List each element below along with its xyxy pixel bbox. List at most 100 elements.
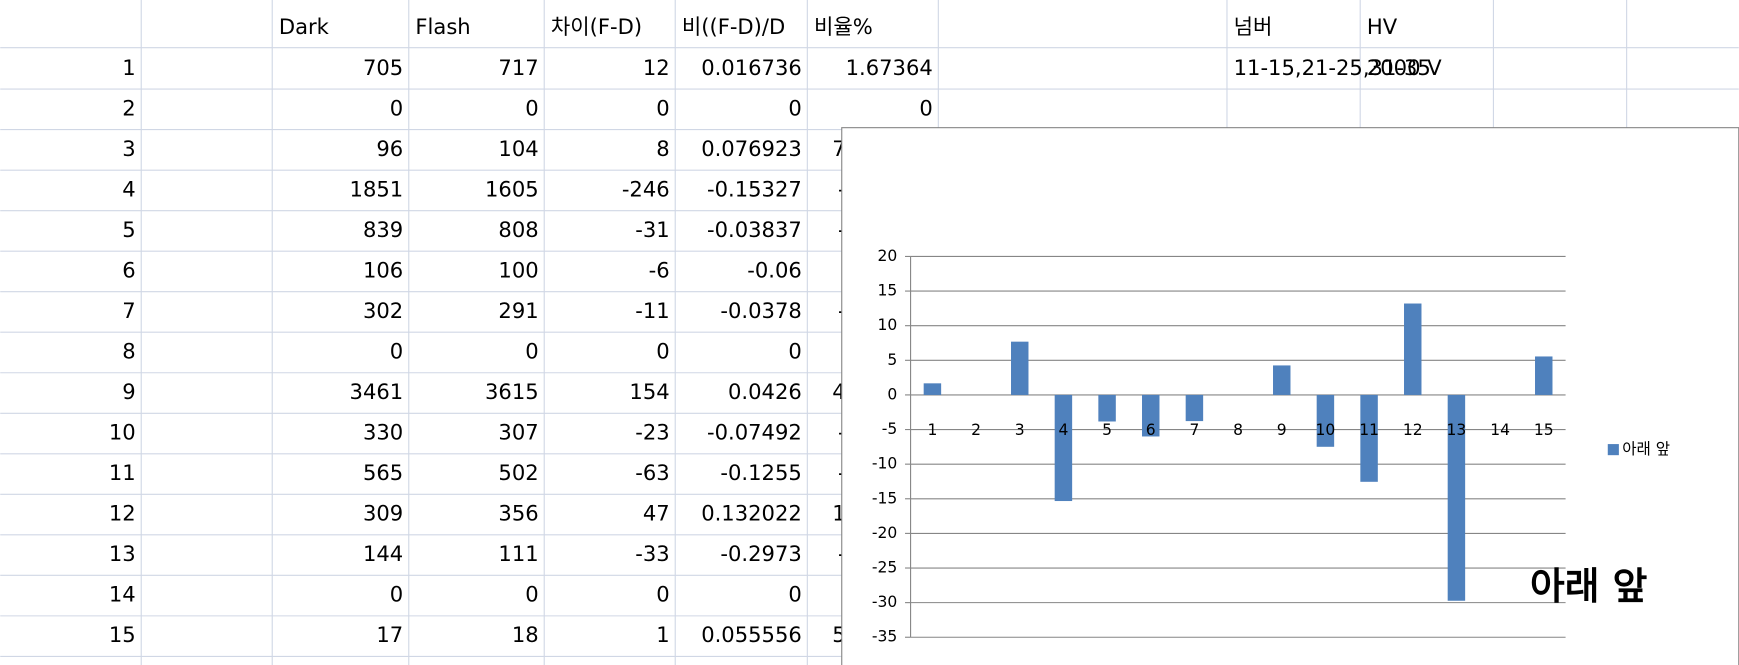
bar: [1316, 394, 1335, 447]
cell: 0.055556: [701, 622, 802, 647]
bar: [1535, 356, 1553, 395]
x-tick-label: 6: [1146, 421, 1156, 439]
cell: -63: [635, 460, 669, 485]
bar: [1142, 394, 1160, 437]
y-tick-label: -10: [872, 455, 897, 473]
cell: 2000 V: [1367, 55, 1442, 80]
y-tick-label: 15: [877, 282, 897, 300]
column-header: 넘버: [1234, 14, 1273, 39]
cell: 1.67364: [846, 55, 933, 80]
cell: 302: [363, 298, 403, 323]
column-header: HV: [1367, 14, 1398, 39]
cell: 330: [363, 420, 403, 445]
cell: -0.06: [747, 257, 802, 282]
y-tick-label: -25: [872, 559, 897, 577]
annotation: 아래 앞: [1530, 564, 1647, 608]
row-number: 10: [109, 420, 136, 445]
column-header: 비((F-D)/D: [682, 14, 785, 39]
cell: 0.076923: [701, 136, 802, 161]
cell: 18: [512, 622, 539, 647]
bar: [1273, 365, 1291, 395]
cell: 0: [656, 582, 669, 607]
y-tick-label: -20: [872, 524, 897, 542]
cell: 3615: [485, 379, 539, 404]
cell: 0.0426: [728, 379, 802, 404]
cell: -0.03837: [707, 217, 802, 242]
cell: 111: [498, 541, 538, 566]
cell: 0.132022: [701, 501, 802, 526]
legend-swatch: [1607, 444, 1619, 456]
row-number: 3: [122, 136, 135, 161]
cell: 1851: [350, 176, 404, 201]
column-header: 차이(F-D): [551, 14, 642, 39]
bar: [1098, 394, 1116, 422]
x-tick-label: 13: [1447, 421, 1467, 439]
bar: [1447, 394, 1466, 601]
column-header: Flash: [415, 14, 470, 39]
y-tick-label: -5: [882, 420, 898, 438]
bar: [923, 383, 942, 395]
cell: 0: [390, 95, 403, 120]
bar: [1360, 394, 1378, 482]
cell: 0: [390, 582, 403, 607]
cell: -0.1255: [720, 460, 801, 485]
y-tick-label: 20: [877, 247, 897, 265]
x-tick-label: 2: [971, 421, 981, 439]
row-number: 8: [122, 338, 135, 363]
column-header: Dark: [279, 14, 330, 39]
x-tick-label: 8: [1233, 421, 1243, 439]
row-number: 7: [122, 298, 135, 323]
cell: 309: [363, 501, 403, 526]
row-number: 5: [122, 217, 135, 242]
cell: 808: [498, 217, 538, 242]
cell: 1605: [485, 176, 539, 201]
y-tick-label: 5: [887, 351, 897, 369]
cell: 307: [498, 420, 538, 445]
cell: -0.0378: [720, 298, 801, 323]
x-tick-label: 15: [1534, 421, 1554, 439]
y-tick-label: -15: [872, 489, 897, 507]
cell: 96: [376, 136, 403, 161]
x-tick-label: 9: [1277, 421, 1287, 439]
x-tick-label: 12: [1403, 421, 1423, 439]
row-number: 1: [122, 55, 135, 80]
x-tick-label: 5: [1102, 421, 1112, 439]
cell: 0: [919, 95, 932, 120]
x-tick-label: 1: [927, 421, 937, 439]
cell: 0: [788, 95, 801, 120]
row-number: 14: [109, 582, 136, 607]
y-tick-label: 0: [887, 385, 897, 403]
y-tick-label: 10: [877, 316, 897, 334]
cell: 1: [656, 622, 669, 647]
cell: -31: [635, 217, 669, 242]
cell: 154: [629, 379, 669, 404]
x-tick-label: 11: [1359, 421, 1379, 439]
row-number: 6: [122, 257, 135, 282]
cell: -0.15327: [707, 176, 802, 201]
cell: -33: [635, 541, 669, 566]
x-tick-label: 3: [1015, 421, 1025, 439]
cell: -0.07492: [707, 420, 802, 445]
cell: 12: [643, 55, 670, 80]
cell: 565: [363, 460, 403, 485]
cell: 705: [363, 55, 403, 80]
cell: -6: [649, 257, 670, 282]
cell: 0: [390, 338, 403, 363]
cell: 17: [376, 622, 403, 647]
cell: 0: [656, 95, 669, 120]
cell: 100: [498, 257, 538, 282]
cell: 144: [363, 541, 403, 566]
x-tick-label: 4: [1058, 421, 1068, 439]
cell: -246: [622, 176, 670, 201]
cell: -0.2973: [720, 541, 801, 566]
cell: 0.016736: [701, 55, 802, 80]
y-tick-label: -30: [872, 593, 897, 611]
cell: 717: [498, 55, 538, 80]
cell: 106: [363, 257, 403, 282]
cell: 0: [656, 338, 669, 363]
row-number: 9: [122, 379, 135, 404]
cell: -23: [635, 420, 669, 445]
